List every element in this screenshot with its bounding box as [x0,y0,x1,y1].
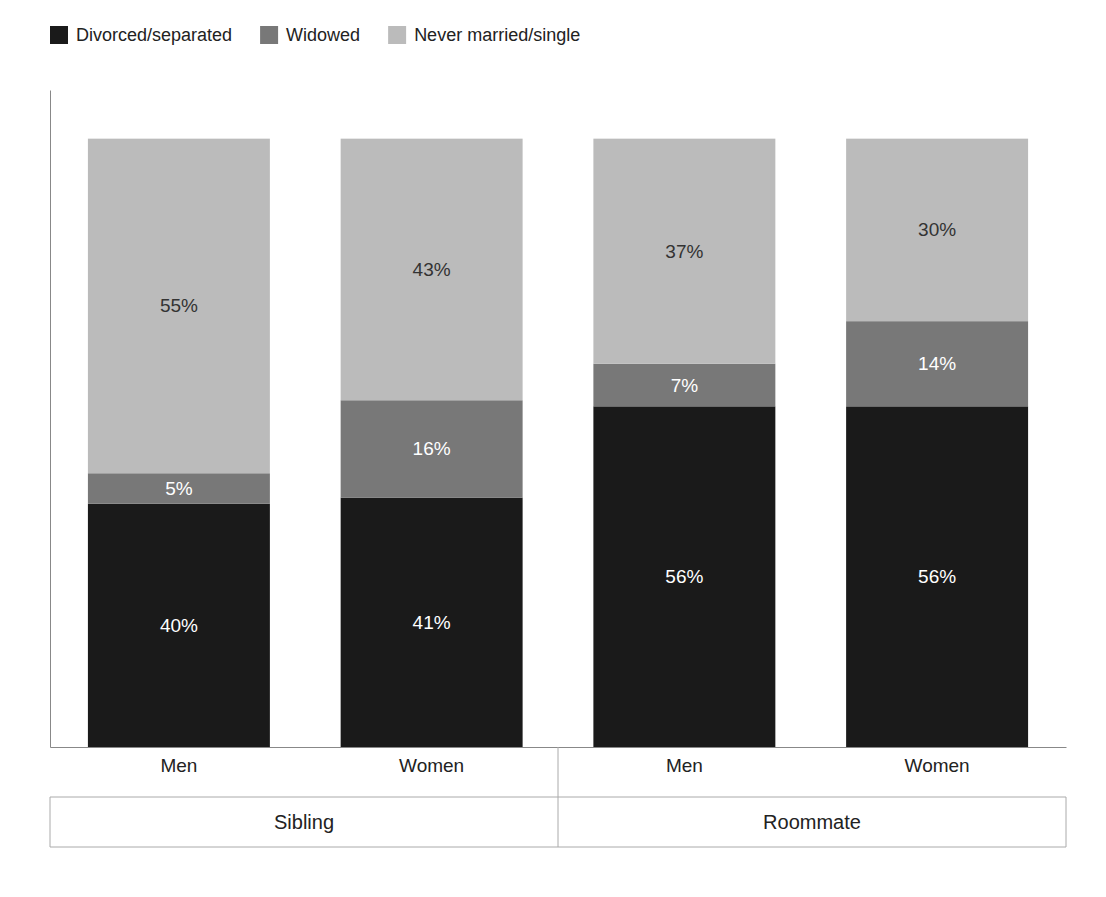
plot: 40% 41% 56% 56% 5% 16% 7% 14% 55% 43% 37% 30% Men Wom… [50,91,1067,848]
data-label: 43% [413,259,451,280]
x-tick-label: Men [160,755,197,776]
y-axis-line [50,91,51,748]
data-label: 40% [160,615,198,636]
bar-segment [593,364,775,407]
legend-swatch [50,26,68,44]
bar-segment [341,139,523,401]
group-label: Roommate [763,811,861,833]
bar-segment [846,321,1028,406]
data-label: 14% [918,353,956,374]
group-box-right [1066,797,1067,847]
legend-label: Divorced/separated [76,25,232,45]
legend-label: Never married/single [414,25,580,45]
bar-segment [88,139,270,474]
bar-segment [846,139,1028,322]
series [88,139,1028,474]
bar-segment [88,504,270,747]
data-labels: 40% 41% 56% 56% 5% 16% 7% 14% 55% 43% 37% 30% [160,219,956,635]
data-label: 30% [918,219,956,240]
bar-segment [846,406,1028,747]
x-tick-label: Men [666,755,703,776]
group-divider [558,747,559,847]
bars [88,139,1028,747]
legend-item: Never married/single [388,25,580,45]
legend-item: Divorced/separated [50,25,232,45]
data-label: 41% [413,612,451,633]
legend-item: Widowed [260,25,360,45]
group-box-left [50,797,51,847]
series-labels: 55% 43% 37% 30% [160,219,956,316]
bar-segment [88,473,270,503]
y-axis [50,91,51,748]
x-tick: Men [160,755,197,776]
bar-segment [593,406,775,747]
legend-swatch [388,26,406,44]
legend-swatch [260,26,278,44]
x-tick-label: Women [905,755,970,776]
data-label: 7% [671,375,699,396]
bar-segment [341,498,523,747]
bar-segment [593,139,775,364]
bar-segment [341,400,523,497]
data-label: 55% [160,295,198,316]
data-label: 37% [665,241,703,262]
x-tick-label: Women [399,755,464,776]
legend: Divorced/separated Widowed Never married/s… [50,25,580,45]
data-label: 56% [918,566,956,587]
x-tick: Women [905,755,970,776]
group-box: Sibling Roommate [50,747,1066,847]
series-labels: 40% 41% 56% 56% [160,566,956,636]
data-label: 16% [413,438,451,459]
data-label: 5% [165,478,193,499]
chart: 40% 41% 56% 56% 5% 16% 7% 14% 55% 43% 37% 30% Men Wom… [0,0,1106,897]
data-label: 56% [665,566,703,587]
group-label: Sibling [274,811,334,833]
x-tick: Men [666,755,703,776]
legend-label: Widowed [286,25,360,45]
x-tick: Women [399,755,464,776]
series-labels: 5% 16% 7% 14% [165,353,956,499]
